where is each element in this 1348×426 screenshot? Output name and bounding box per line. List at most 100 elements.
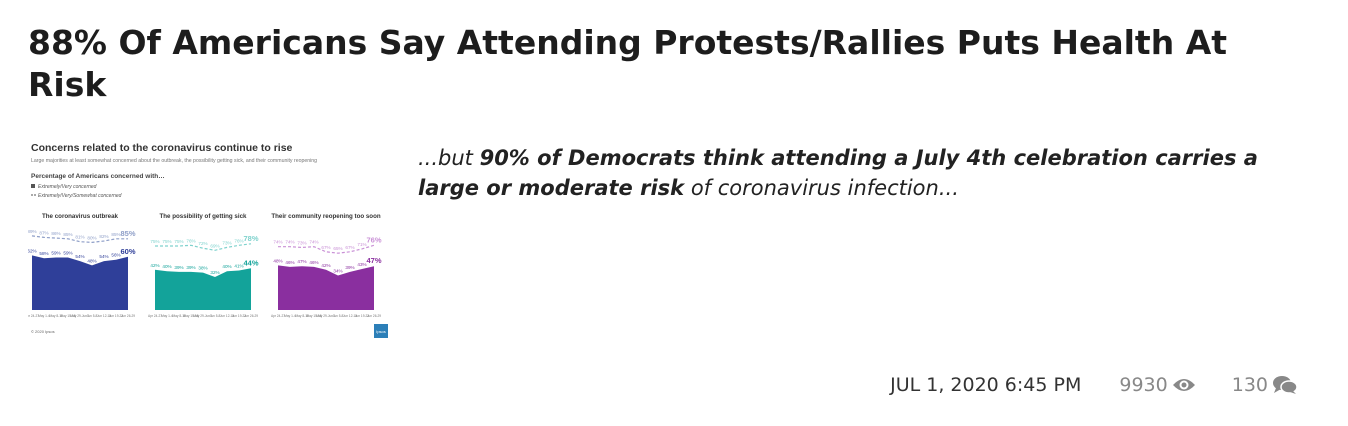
area (155, 268, 251, 310)
dashed-line (278, 244, 375, 254)
comment-count: 130 (1231, 374, 1268, 396)
data-label: 56% (111, 253, 120, 258)
x-tick-label: May 8-11 (295, 314, 308, 318)
data-label: 72% (198, 241, 207, 246)
data-label: 74% (309, 240, 318, 245)
logo-box (374, 324, 388, 338)
x-tick-label: May 29-Jun 1 (70, 314, 90, 318)
data-label: 80% (87, 235, 96, 240)
data-label: 87% (39, 230, 48, 235)
data-label: 74% (285, 240, 294, 245)
data-label: 73% (297, 240, 306, 245)
area (32, 255, 128, 310)
chart-subtitle: Large majorities at least somewhat conce… (31, 158, 317, 164)
data-label: 42% (150, 263, 159, 268)
post-meta: JUL 1, 2020 6:45 PM 9930 130 (890, 374, 1298, 396)
data-label: 81% (75, 235, 84, 240)
data-label: 43% (357, 262, 366, 267)
x-tick-label: Jun 12-15 (97, 314, 111, 318)
data-label: 60% (120, 247, 135, 256)
data-label: 76% (186, 238, 195, 243)
eye-icon (1172, 379, 1195, 391)
post-caption: ...but 90% of Democrats think attending … (418, 143, 1318, 203)
data-label: 42% (321, 263, 330, 268)
x-tick-label: Jun 5-8 (87, 314, 98, 318)
data-label: 34% (333, 269, 342, 274)
comment-icon[interactable] (1272, 375, 1298, 395)
data-label: 41% (234, 263, 243, 268)
caption-segment: ...but (418, 146, 480, 170)
legend-swatch (31, 184, 35, 188)
chart-footer: © 2020 Ipsos (31, 329, 55, 334)
data-label: 67% (321, 245, 330, 250)
x-tick-label: Jun 26-29 (244, 314, 258, 318)
data-label: 62% (28, 248, 37, 253)
chart-question: Percentage of Americans concerned with… (31, 173, 165, 180)
data-label: 69% (210, 243, 219, 248)
x-tick-label: Apr 24-27 (28, 314, 39, 318)
data-label: 39% (186, 265, 195, 270)
chart-title: Concerns related to the coronavirus cont… (31, 142, 293, 154)
data-label: 40% (222, 264, 231, 269)
legend-label: Extremely/Very concerned (38, 184, 97, 190)
x-tick-label: May 8-11 (49, 314, 62, 318)
dashed-line (31, 235, 128, 244)
data-label: 38% (198, 266, 207, 271)
x-tick-label: Jun 5-8 (210, 314, 221, 318)
data-label: 76% (366, 235, 381, 244)
data-label: 39% (174, 265, 183, 270)
x-tick-label: May 1-4 (161, 314, 173, 318)
data-label: 59% (63, 251, 72, 256)
data-label: 54% (75, 254, 84, 259)
post-date: JUL 1, 2020 6:45 PM (890, 374, 1082, 396)
data-label: 46% (285, 260, 294, 265)
data-label: 59% (51, 251, 60, 256)
data-label: 76% (234, 238, 243, 243)
data-label: 74% (273, 240, 282, 245)
data-label: 75% (150, 239, 159, 244)
data-label: 75% (162, 239, 171, 244)
x-tick-label: May 15-18 (306, 314, 321, 318)
data-label: 47% (297, 259, 306, 264)
data-label: 85% (63, 232, 72, 237)
area (278, 265, 374, 310)
panel-title: The coronavirus outbreak (42, 213, 119, 220)
x-tick-label: Jun 5-8 (333, 314, 344, 318)
x-tick-label: Jun 19-22 (232, 314, 246, 318)
embedded-chart: Concerns related to the coronavirus cont… (28, 138, 394, 342)
data-label: 65% (333, 246, 342, 251)
data-label: 86% (51, 231, 60, 236)
panel-title: Their community reopening too soon (271, 213, 381, 220)
data-label: 78% (243, 234, 258, 243)
x-tick-label: Jun 12-15 (343, 314, 357, 318)
x-tick-label: Jun 19-22 (109, 314, 123, 318)
logo: Ipsos (376, 329, 386, 334)
caption-segment: of coronavirus infection... (684, 176, 959, 200)
data-label: 44% (243, 258, 258, 267)
post-title: 88% Of Americans Say Attending Protests/… (28, 23, 1228, 104)
view-count: 9930 (1119, 374, 1168, 396)
x-tick-label: Apr 24-27 (148, 314, 162, 318)
x-tick-label: May 1-4 (38, 314, 50, 318)
x-tick-label: May 1-4 (284, 314, 296, 318)
data-label: 40% (162, 264, 171, 269)
legend-label: Extremely/Very/Somewhat concerned (38, 193, 122, 199)
chart-background (28, 138, 394, 342)
x-tick-label: Jun 19-22 (355, 314, 369, 318)
x-tick-label: May 15-18 (60, 314, 75, 318)
data-label: 46% (309, 260, 318, 265)
caption-segment: 90% of Democrats think attending a July … (418, 146, 1258, 200)
data-label: 47% (366, 256, 381, 265)
panel-title: The possibility of getting sick (160, 213, 248, 220)
x-tick-label: Jun 26-29 (367, 314, 381, 318)
data-label: 67% (345, 245, 354, 250)
data-label: 85% (111, 232, 120, 237)
data-label: 82% (99, 234, 108, 239)
x-tick-label: May 15-18 (183, 314, 198, 318)
data-label: 48% (273, 258, 282, 263)
x-tick-label: May 8-11 (172, 314, 185, 318)
data-label: 73% (222, 240, 231, 245)
dashed-line (155, 243, 252, 251)
x-tick-label: Jun 26-29 (121, 314, 135, 318)
